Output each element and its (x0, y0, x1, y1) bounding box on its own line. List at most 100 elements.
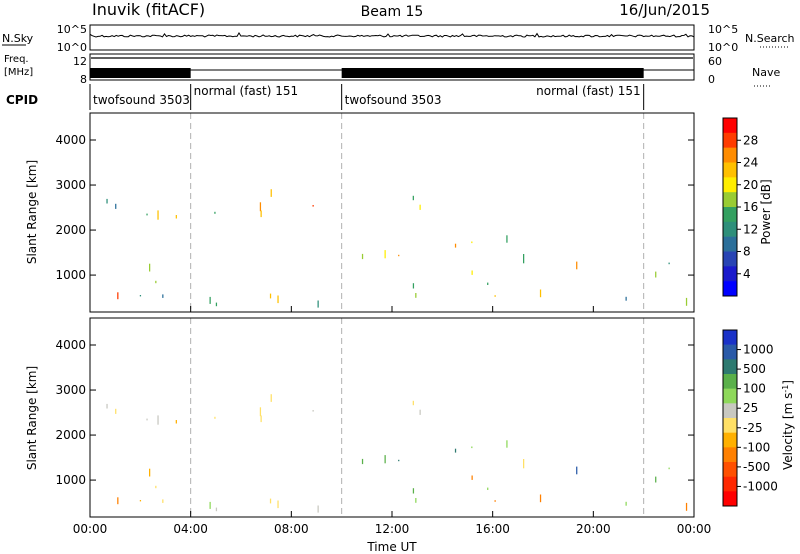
velocity-cell (539, 494, 542, 503)
velocity-cell (117, 497, 119, 505)
power-cell (117, 292, 119, 300)
colorbar-swatch (723, 162, 737, 178)
power-cell (317, 300, 319, 308)
velocity-cell (398, 459, 400, 462)
velocity-cell (384, 455, 386, 464)
velocity-cell (471, 446, 473, 449)
power-cell (668, 262, 670, 265)
velocity-cell (317, 505, 319, 513)
colorbar-label: 500 (743, 362, 766, 376)
colorbar-swatch (723, 491, 737, 507)
station-title: Inuvik (fitACF) (92, 0, 205, 19)
velocity-cell (215, 507, 218, 512)
nsearch-tick-top: 10^5 (708, 23, 738, 36)
y-tick-label: 3000 (55, 178, 86, 192)
velocity-cell (106, 403, 108, 409)
colorbar-swatch (723, 462, 737, 477)
colorbar-frame (722, 329, 738, 507)
power-panel-background (90, 113, 694, 312)
power-cell (576, 261, 578, 270)
velocity-panel: 1000 2000 3000 4000 00:00 04:00 08:00 12:00 16:… (55, 306, 711, 536)
colorbar-swatch (723, 118, 737, 134)
power-cell (494, 295, 496, 297)
colorbar-label: 24 (743, 156, 758, 170)
power-cell (655, 271, 657, 278)
freq-unit: [MHz] (4, 67, 33, 78)
x-tick-label: 16:00 (475, 522, 510, 536)
velocity-cell (157, 415, 159, 425)
cpid-mode-label: normal (fast) 151 (194, 84, 298, 98)
velocity-cell (259, 407, 262, 417)
velocity-cell (412, 488, 415, 494)
colorbar-label: -25 (743, 421, 763, 435)
cpid-label: CPID (6, 93, 38, 107)
power-cell (139, 295, 142, 297)
velocity-cell (576, 466, 578, 475)
x-axis-title: Time UT (366, 540, 417, 554)
cpid-track: twofsound 3503 normal (fast) 151 twofsound… (89, 84, 645, 110)
velocity-cell (668, 467, 670, 470)
power-cell (277, 295, 279, 304)
colorbar-label: 1000 (743, 343, 774, 357)
power-cell (412, 283, 415, 289)
velocity-cell (415, 498, 417, 503)
x-tick-label: 04:00 (173, 522, 208, 536)
colorbar-label: 4 (743, 267, 751, 281)
y-tick-label: 1000 (55, 268, 86, 282)
power-data-cells (106, 189, 688, 308)
freq-tick-top: 12 (73, 55, 87, 68)
power-cell (625, 296, 627, 301)
nsky-label: N.Sky (2, 32, 34, 45)
colorbar-label: 100 (743, 382, 766, 396)
power-cell (398, 254, 400, 257)
nave-bar-block (341, 68, 644, 78)
power-colorbar-title: Power [dB] (759, 179, 773, 244)
colorbar-swatch (723, 207, 737, 223)
velocity-cell (175, 420, 177, 424)
velocity-cell (270, 394, 272, 402)
power-cell (269, 293, 272, 299)
freq-label: Freq. (4, 54, 29, 65)
colorbar-swatch (723, 192, 737, 208)
power-cell (312, 205, 314, 207)
velocity-cell (487, 487, 489, 490)
colorbar-swatch (723, 147, 737, 163)
colorbar-swatch (723, 432, 737, 448)
nsearch-tick-bottom: 10^0 (708, 41, 738, 54)
power-cell (175, 215, 177, 219)
power-cell (361, 253, 364, 260)
x-tick-label: 00:00 (73, 522, 108, 536)
power-cell (523, 254, 525, 264)
velocity-cell (454, 448, 457, 453)
nsky-tick-top: 10^5 (57, 23, 87, 36)
power-cell (157, 210, 159, 220)
power-y-ticks: 1000 2000 3000 4000 (55, 133, 694, 282)
velocity-cell (471, 475, 473, 480)
nsky-trace (89, 32, 695, 45)
power-cell (412, 195, 414, 201)
velocity-cell (419, 409, 421, 415)
x-tick-label: 12:00 (375, 522, 410, 536)
velocity-cell (655, 476, 657, 483)
power-cell (487, 282, 489, 285)
power-cell (539, 289, 542, 298)
velocity-cell (115, 408, 117, 414)
velocity-cell (162, 499, 164, 503)
nave-bars (90, 68, 694, 78)
velocity-data-cells (106, 394, 688, 513)
cpid-mode-label: twofsound 3503 (93, 93, 190, 107)
colorbar-swatch (723, 330, 737, 345)
nsky-tick-bottom: 10^0 (57, 41, 87, 54)
power-cell (115, 203, 117, 209)
freq-panel-frame (89, 53, 695, 81)
beam-title: Beam 15 (361, 4, 424, 20)
colorbar-swatch (723, 266, 737, 282)
power-cell (214, 211, 216, 214)
nsearch-label: N.Search (745, 32, 795, 45)
y-tick-label: 4000 (55, 338, 86, 352)
power-cell (209, 296, 211, 304)
power-cell (162, 294, 164, 298)
velocity-cell (685, 502, 688, 511)
power-cell (685, 297, 688, 306)
